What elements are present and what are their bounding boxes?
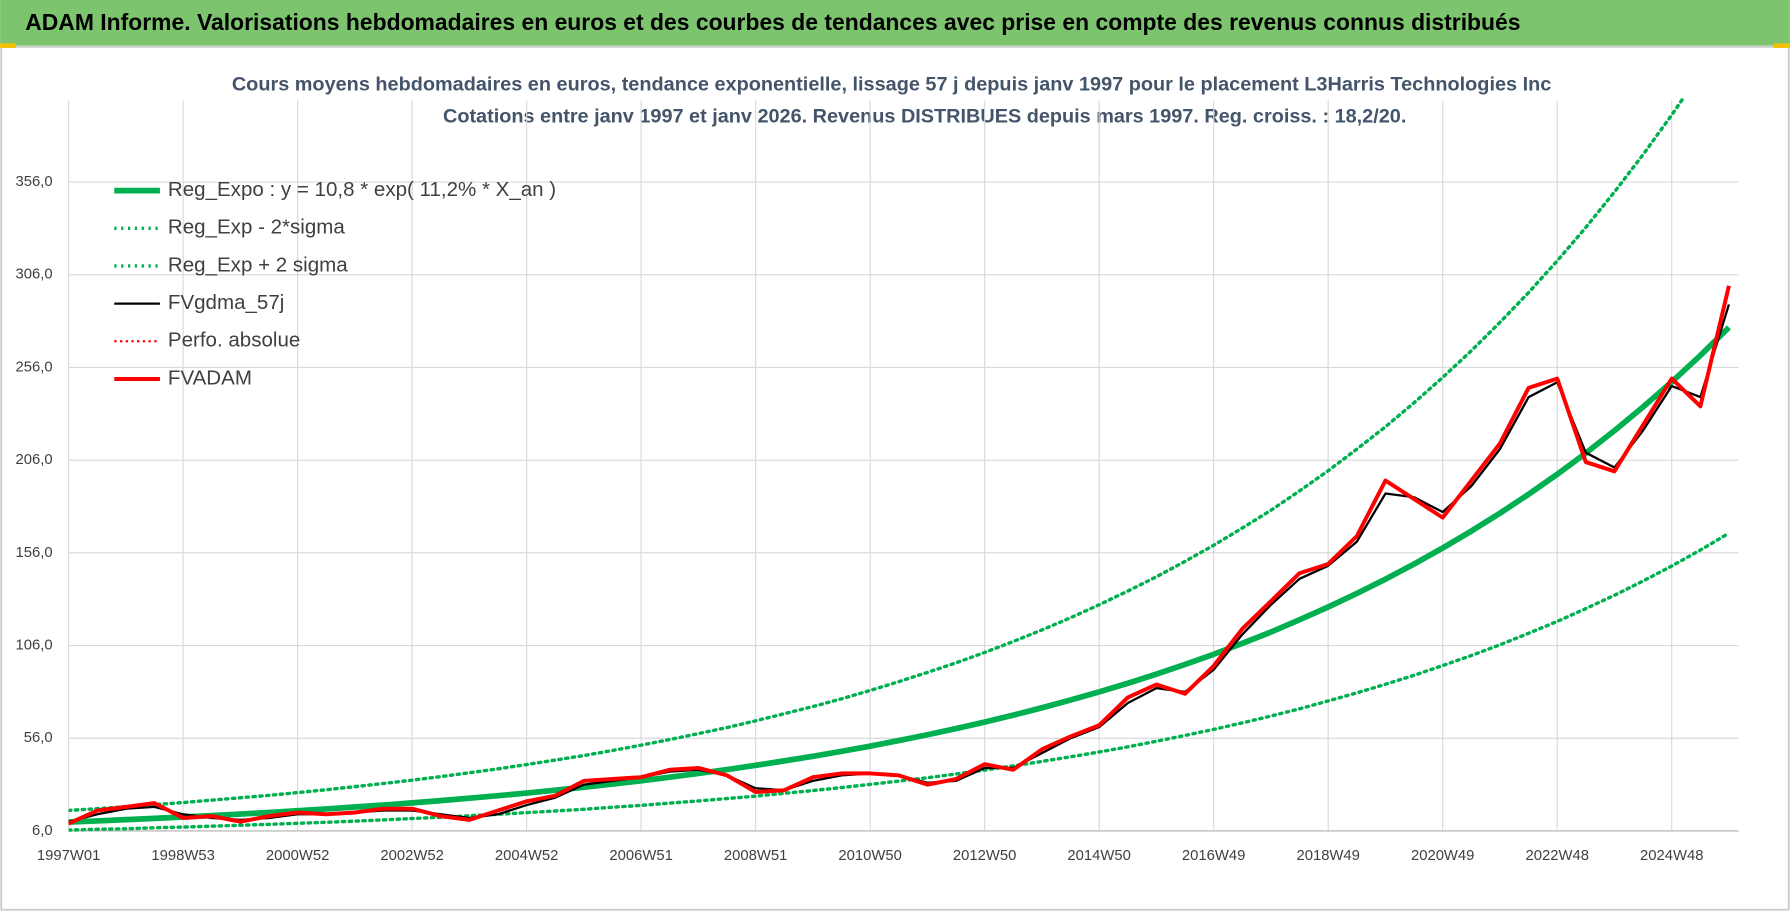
legend-label: Reg_Exp - 2*sigma [168, 216, 345, 239]
legend-label: FVADAM [168, 366, 252, 389]
y-tick-label: 6,0 [32, 823, 53, 839]
x-tick-label: 2014W50 [1067, 848, 1130, 864]
x-tick-label: 1997W01 [37, 848, 100, 864]
legend-label: Reg_Exp + 2 sigma [168, 253, 348, 276]
grid [68, 100, 1739, 832]
x-tick-label: 2002W52 [380, 848, 443, 864]
x-tick-label: 2016W49 [1182, 848, 1245, 864]
legend-label: Reg_Expo : y = 10,8 * exp( 11,2% * X_an … [168, 178, 556, 201]
series-line [68, 285, 1731, 826]
y-tick-label: 256,0 [16, 359, 53, 375]
series-line [68, 531, 1731, 832]
chart-frame [0, 45, 1790, 911]
labels: 6,0 56,0 106,0 156,0 206,0 256,0 306,0 356,0 199… [16, 174, 1704, 864]
x-tick-label: 1998W53 [151, 848, 214, 864]
y-tick-label: 356,0 [16, 174, 53, 190]
legend-label: FVgdma_57j [168, 291, 284, 314]
x-tick-label: 2012W50 [953, 848, 1016, 864]
x-tick-label: 2024W48 [1640, 848, 1703, 864]
plot-area [68, 98, 1731, 832]
x-tick-label: 2022W48 [1525, 848, 1588, 864]
y-tick-label: 106,0 [16, 637, 53, 653]
header-title: ADAM Informe. Valorisations hebdomadaire… [25, 9, 1520, 35]
legend-label: Perfo. absolue [168, 329, 300, 352]
header-bar [0, 0, 1790, 46]
chart-title: Cours moyens hebdomadaires en euros, ten… [232, 74, 1552, 96]
series-line [68, 325, 1731, 825]
x-tick-label: 2010W50 [838, 848, 901, 864]
chart-subtitle: Cotations entre janv 1997 et janv 2026. … [443, 106, 1406, 128]
y-tick-label: 56,0 [24, 730, 53, 746]
x-tick-label: 2006W51 [609, 848, 672, 864]
x-tick-label: 2004W52 [495, 848, 558, 864]
x-tick-label: 2020W49 [1411, 848, 1474, 864]
x-tick-label: 2018W49 [1296, 848, 1359, 864]
y-tick-label: 306,0 [16, 267, 53, 283]
x-tick-label: 2000W52 [266, 848, 329, 864]
y-tick-label: 206,0 [16, 452, 53, 468]
series-line [68, 98, 1686, 813]
x-tick-label: 2008W51 [724, 848, 787, 864]
corner-mark [1773, 43, 1790, 48]
y-tick-label: 156,0 [16, 545, 53, 561]
corner-mark [0, 43, 17, 48]
